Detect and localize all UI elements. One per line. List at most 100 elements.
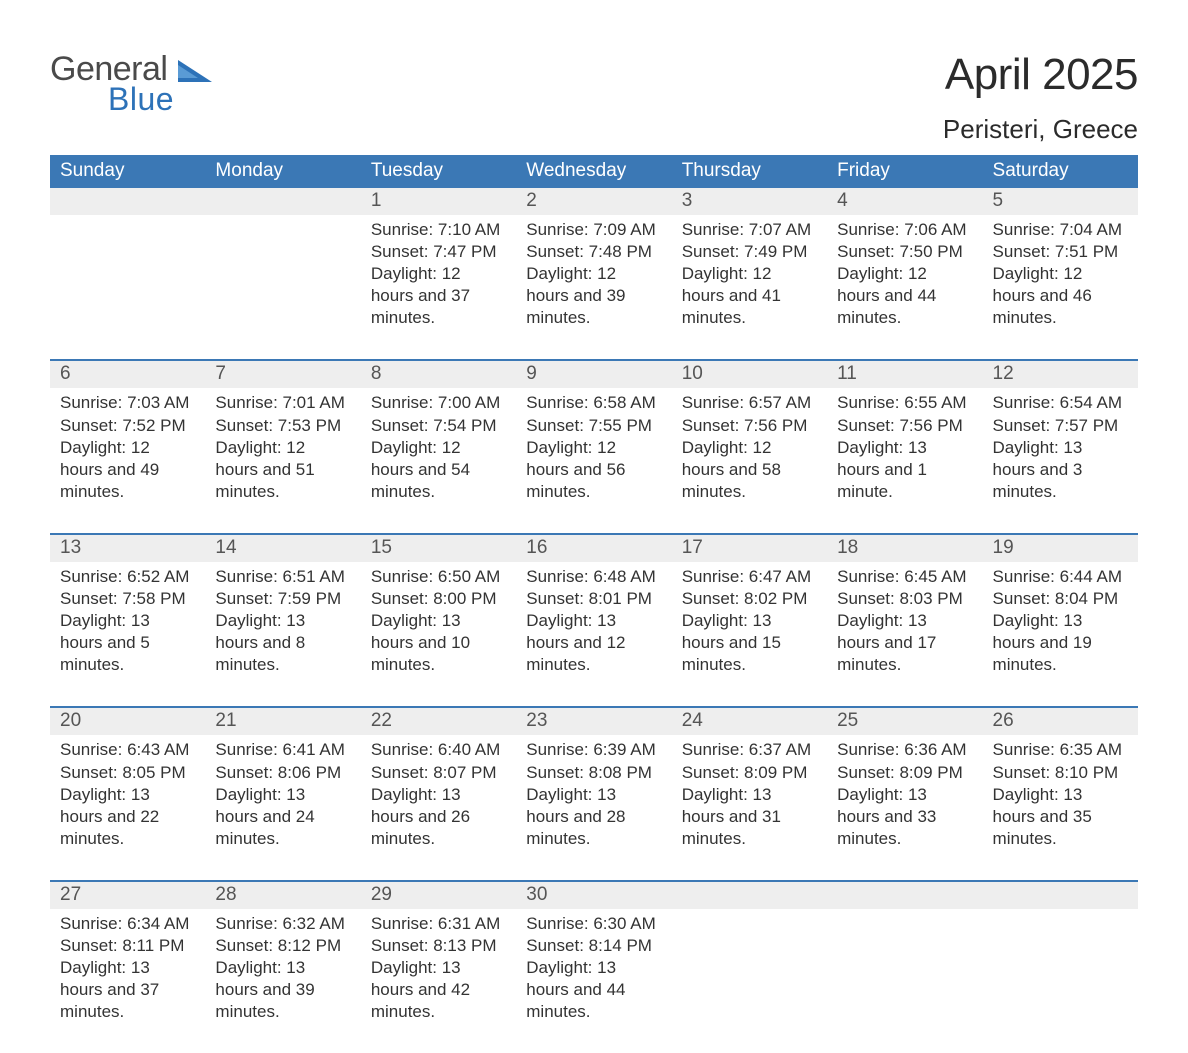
- sunrise-line: Sunrise: 6:36 AM: [837, 739, 972, 761]
- daylight-line: Daylight: 12 hours and 56 minutes.: [526, 437, 661, 503]
- day-cell: 27Sunrise: 6:34 AMSunset: 8:11 PMDayligh…: [50, 882, 205, 1053]
- sunset-line: Sunset: 8:07 PM: [371, 762, 506, 784]
- day-cell: 29Sunrise: 6:31 AMSunset: 8:13 PMDayligh…: [361, 882, 516, 1053]
- sunset-line: Sunset: 7:50 PM: [837, 241, 972, 263]
- daylight-line: Daylight: 12 hours and 41 minutes.: [682, 263, 817, 329]
- sunset-line: Sunset: 8:09 PM: [837, 762, 972, 784]
- day-body: Sunrise: 7:01 AMSunset: 7:53 PMDaylight:…: [205, 388, 360, 502]
- sunrise-line: Sunrise: 6:50 AM: [371, 566, 506, 588]
- sunrise-line: Sunrise: 7:04 AM: [993, 219, 1128, 241]
- day-body: Sunrise: 6:50 AMSunset: 8:00 PMDaylight:…: [361, 562, 516, 676]
- sunset-line: Sunset: 8:06 PM: [215, 762, 350, 784]
- day-number: 25: [827, 708, 982, 735]
- day-body: Sunrise: 6:57 AMSunset: 7:56 PMDaylight:…: [672, 388, 827, 502]
- sunrise-line: Sunrise: 6:30 AM: [526, 913, 661, 935]
- daylight-line: Daylight: 13 hours and 39 minutes.: [215, 957, 350, 1023]
- daylight-line: Daylight: 13 hours and 12 minutes.: [526, 610, 661, 676]
- day-number: 17: [672, 535, 827, 562]
- day-body: Sunrise: 6:36 AMSunset: 8:09 PMDaylight:…: [827, 735, 982, 849]
- day-number: 21: [205, 708, 360, 735]
- day-number: 10: [672, 361, 827, 388]
- day-cell: .: [672, 882, 827, 1053]
- day-number: 6: [50, 361, 205, 388]
- day-body: Sunrise: 6:45 AMSunset: 8:03 PMDaylight:…: [827, 562, 982, 676]
- day-body: Sunrise: 6:32 AMSunset: 8:12 PMDaylight:…: [205, 909, 360, 1023]
- day-number: 19: [983, 535, 1138, 562]
- logo-triangle-icon: [178, 60, 212, 82]
- sunrise-line: Sunrise: 6:34 AM: [60, 913, 195, 935]
- day-number: 24: [672, 708, 827, 735]
- logo-word-2: Blue: [108, 81, 174, 118]
- day-body: Sunrise: 7:06 AMSunset: 7:50 PMDaylight:…: [827, 215, 982, 329]
- day-cell: 19Sunrise: 6:44 AMSunset: 8:04 PMDayligh…: [983, 535, 1138, 706]
- day-cell: 21Sunrise: 6:41 AMSunset: 8:06 PMDayligh…: [205, 708, 360, 879]
- daylight-line: Daylight: 13 hours and 3 minutes.: [993, 437, 1128, 503]
- sunset-line: Sunset: 8:08 PM: [526, 762, 661, 784]
- day-cell: 11Sunrise: 6:55 AMSunset: 7:56 PMDayligh…: [827, 361, 982, 532]
- daylight-line: Daylight: 13 hours and 28 minutes.: [526, 784, 661, 850]
- day-cell: 7Sunrise: 7:01 AMSunset: 7:53 PMDaylight…: [205, 361, 360, 532]
- sunrise-line: Sunrise: 6:35 AM: [993, 739, 1128, 761]
- day-number: 5: [983, 188, 1138, 215]
- sunrise-line: Sunrise: 6:54 AM: [993, 392, 1128, 414]
- daylight-line: Daylight: 13 hours and 35 minutes.: [993, 784, 1128, 850]
- day-number: 7: [205, 361, 360, 388]
- day-number: .: [827, 882, 982, 909]
- sunrise-line: Sunrise: 6:40 AM: [371, 739, 506, 761]
- day-cell: .: [205, 188, 360, 359]
- dow-cell: Saturday: [983, 155, 1138, 188]
- daylight-line: Daylight: 12 hours and 58 minutes.: [682, 437, 817, 503]
- sunrise-line: Sunrise: 6:52 AM: [60, 566, 195, 588]
- sunrise-line: Sunrise: 6:43 AM: [60, 739, 195, 761]
- sunrise-line: Sunrise: 6:44 AM: [993, 566, 1128, 588]
- sunrise-line: Sunrise: 7:00 AM: [371, 392, 506, 414]
- day-body: Sunrise: 7:10 AMSunset: 7:47 PMDaylight:…: [361, 215, 516, 329]
- daylight-line: Daylight: 13 hours and 19 minutes.: [993, 610, 1128, 676]
- month-title: April 2025: [943, 50, 1138, 100]
- sunrise-line: Sunrise: 6:39 AM: [526, 739, 661, 761]
- daylight-line: Daylight: 13 hours and 37 minutes.: [60, 957, 195, 1023]
- day-cell: 22Sunrise: 6:40 AMSunset: 8:07 PMDayligh…: [361, 708, 516, 879]
- day-number: 11: [827, 361, 982, 388]
- sunrise-line: Sunrise: 6:37 AM: [682, 739, 817, 761]
- day-number: 26: [983, 708, 1138, 735]
- day-cell: 1Sunrise: 7:10 AMSunset: 7:47 PMDaylight…: [361, 188, 516, 359]
- sunset-line: Sunset: 8:10 PM: [993, 762, 1128, 784]
- week-row: 27Sunrise: 6:34 AMSunset: 8:11 PMDayligh…: [50, 880, 1138, 1053]
- sunset-line: Sunset: 7:55 PM: [526, 415, 661, 437]
- day-body: Sunrise: 6:58 AMSunset: 7:55 PMDaylight:…: [516, 388, 671, 502]
- day-body: Sunrise: 6:47 AMSunset: 8:02 PMDaylight:…: [672, 562, 827, 676]
- daylight-line: Daylight: 12 hours and 46 minutes.: [993, 263, 1128, 329]
- day-number: 12: [983, 361, 1138, 388]
- day-number: 23: [516, 708, 671, 735]
- sunset-line: Sunset: 8:01 PM: [526, 588, 661, 610]
- day-body: Sunrise: 7:09 AMSunset: 7:48 PMDaylight:…: [516, 215, 671, 329]
- daylight-line: Daylight: 13 hours and 26 minutes.: [371, 784, 506, 850]
- sunset-line: Sunset: 8:12 PM: [215, 935, 350, 957]
- day-number: 9: [516, 361, 671, 388]
- day-body: Sunrise: 6:51 AMSunset: 7:59 PMDaylight:…: [205, 562, 360, 676]
- daylight-line: Daylight: 13 hours and 22 minutes.: [60, 784, 195, 850]
- daylight-line: Daylight: 13 hours and 5 minutes.: [60, 610, 195, 676]
- sunset-line: Sunset: 7:54 PM: [371, 415, 506, 437]
- sunrise-line: Sunrise: 7:01 AM: [215, 392, 350, 414]
- sunset-line: Sunset: 8:14 PM: [526, 935, 661, 957]
- sunset-line: Sunset: 7:53 PM: [215, 415, 350, 437]
- day-cell: 17Sunrise: 6:47 AMSunset: 8:02 PMDayligh…: [672, 535, 827, 706]
- day-body: Sunrise: 6:31 AMSunset: 8:13 PMDaylight:…: [361, 909, 516, 1023]
- daylight-line: Daylight: 13 hours and 10 minutes.: [371, 610, 506, 676]
- title-block: April 2025 Peristeri, Greece: [943, 50, 1138, 145]
- day-cell: 8 Sunrise: 7:00 AMSunset: 7:54 PMDaylight…: [361, 361, 516, 532]
- sunset-line: Sunset: 7:56 PM: [837, 415, 972, 437]
- sunset-line: Sunset: 8:13 PM: [371, 935, 506, 957]
- day-cell: .: [827, 882, 982, 1053]
- sunrise-line: Sunrise: 7:07 AM: [682, 219, 817, 241]
- day-body: Sunrise: 6:52 AMSunset: 7:58 PMDaylight:…: [50, 562, 205, 676]
- day-number: 30: [516, 882, 671, 909]
- daylight-line: Daylight: 12 hours and 44 minutes.: [837, 263, 972, 329]
- sunset-line: Sunset: 7:57 PM: [993, 415, 1128, 437]
- daylight-line: Daylight: 12 hours and 54 minutes.: [371, 437, 506, 503]
- day-number: 8: [361, 361, 516, 388]
- dow-cell: Friday: [827, 155, 982, 188]
- sunrise-line: Sunrise: 6:31 AM: [371, 913, 506, 935]
